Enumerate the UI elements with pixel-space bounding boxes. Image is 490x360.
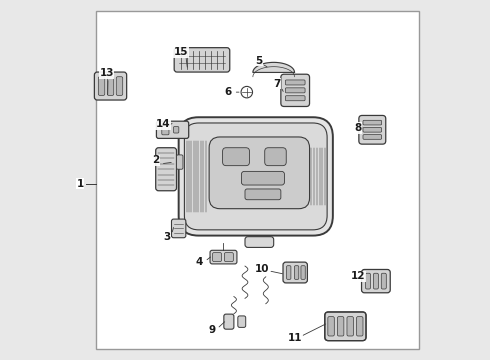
Text: 13: 13 bbox=[99, 68, 114, 78]
FancyBboxPatch shape bbox=[347, 317, 353, 336]
FancyBboxPatch shape bbox=[242, 171, 285, 185]
FancyBboxPatch shape bbox=[156, 148, 176, 191]
FancyBboxPatch shape bbox=[362, 270, 390, 293]
Text: 9: 9 bbox=[208, 325, 216, 335]
FancyBboxPatch shape bbox=[245, 189, 281, 200]
FancyBboxPatch shape bbox=[285, 80, 305, 85]
FancyBboxPatch shape bbox=[294, 266, 299, 279]
FancyBboxPatch shape bbox=[357, 317, 363, 336]
Text: 15: 15 bbox=[174, 47, 189, 57]
Text: 10: 10 bbox=[255, 264, 270, 274]
Text: 5: 5 bbox=[255, 56, 262, 66]
Text: 4: 4 bbox=[196, 257, 203, 267]
FancyBboxPatch shape bbox=[176, 155, 183, 169]
FancyBboxPatch shape bbox=[162, 125, 169, 135]
FancyBboxPatch shape bbox=[224, 314, 234, 329]
FancyBboxPatch shape bbox=[285, 88, 305, 93]
FancyBboxPatch shape bbox=[283, 262, 307, 283]
FancyBboxPatch shape bbox=[116, 77, 122, 95]
FancyBboxPatch shape bbox=[363, 135, 382, 139]
Text: 6: 6 bbox=[224, 87, 232, 97]
FancyBboxPatch shape bbox=[174, 48, 230, 72]
FancyBboxPatch shape bbox=[281, 74, 310, 107]
FancyBboxPatch shape bbox=[184, 123, 327, 230]
FancyBboxPatch shape bbox=[328, 317, 334, 336]
FancyBboxPatch shape bbox=[179, 117, 333, 235]
Text: 11: 11 bbox=[288, 333, 302, 343]
FancyBboxPatch shape bbox=[366, 273, 370, 289]
FancyBboxPatch shape bbox=[173, 127, 179, 133]
FancyBboxPatch shape bbox=[325, 312, 366, 341]
FancyBboxPatch shape bbox=[98, 77, 105, 95]
FancyBboxPatch shape bbox=[245, 237, 274, 247]
FancyBboxPatch shape bbox=[222, 148, 249, 166]
FancyBboxPatch shape bbox=[363, 127, 382, 132]
FancyBboxPatch shape bbox=[287, 266, 291, 279]
FancyBboxPatch shape bbox=[209, 137, 310, 209]
Text: 12: 12 bbox=[351, 271, 366, 281]
Text: 14: 14 bbox=[156, 120, 171, 129]
FancyBboxPatch shape bbox=[224, 253, 233, 262]
FancyBboxPatch shape bbox=[363, 120, 382, 125]
Text: 7: 7 bbox=[273, 79, 280, 89]
FancyBboxPatch shape bbox=[95, 72, 126, 100]
FancyBboxPatch shape bbox=[156, 121, 189, 138]
FancyBboxPatch shape bbox=[107, 77, 114, 95]
FancyBboxPatch shape bbox=[238, 316, 245, 327]
FancyBboxPatch shape bbox=[373, 273, 378, 289]
FancyBboxPatch shape bbox=[265, 148, 286, 166]
Text: 2: 2 bbox=[152, 155, 160, 165]
FancyBboxPatch shape bbox=[172, 219, 186, 238]
FancyBboxPatch shape bbox=[381, 273, 386, 289]
FancyBboxPatch shape bbox=[359, 116, 386, 144]
FancyBboxPatch shape bbox=[285, 96, 305, 101]
Text: 8: 8 bbox=[354, 123, 362, 133]
FancyBboxPatch shape bbox=[301, 266, 305, 279]
FancyBboxPatch shape bbox=[338, 317, 344, 336]
FancyBboxPatch shape bbox=[210, 250, 237, 264]
Text: 1: 1 bbox=[76, 179, 84, 189]
FancyBboxPatch shape bbox=[213, 253, 221, 262]
Text: 3: 3 bbox=[163, 232, 171, 242]
Polygon shape bbox=[253, 62, 294, 72]
